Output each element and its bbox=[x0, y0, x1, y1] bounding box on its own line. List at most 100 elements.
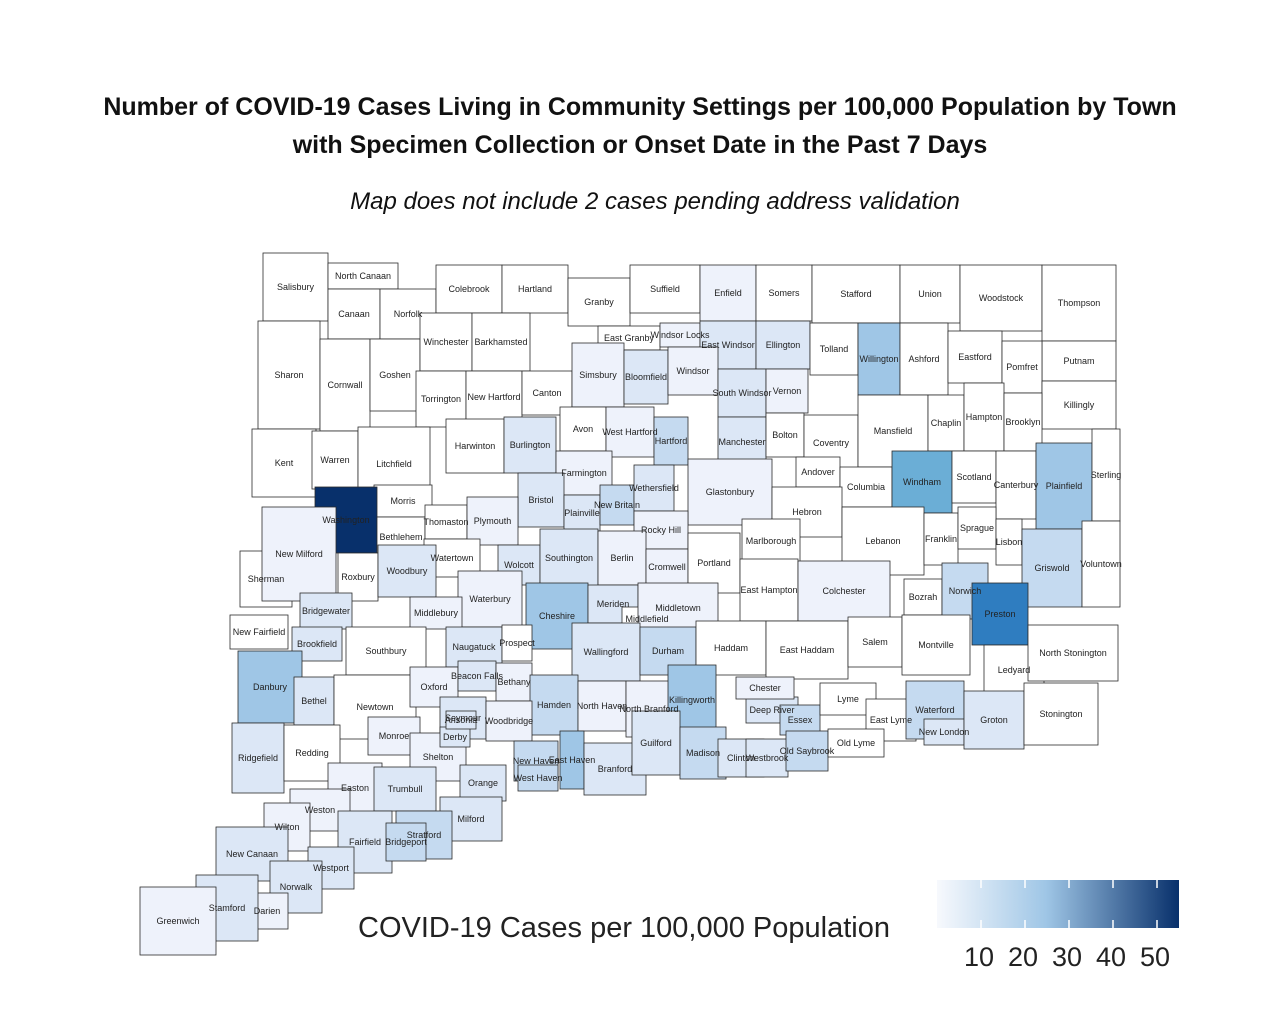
town-label-new-haven: New Haven bbox=[513, 756, 560, 766]
town-ashford bbox=[899, 322, 949, 396]
town-label-new-london: New London bbox=[919, 727, 970, 737]
town-label-branford: Branford bbox=[598, 764, 633, 774]
town-wethersfield bbox=[633, 464, 675, 512]
town-label-westport: Westport bbox=[313, 863, 349, 873]
town-label-simsbury: Simsbury bbox=[579, 370, 617, 380]
town-eastford bbox=[947, 330, 1003, 384]
town-label-roxbury: Roxbury bbox=[341, 572, 375, 582]
town-label-windham: Windham bbox=[903, 477, 941, 487]
town-greenwich bbox=[139, 886, 217, 956]
town-label-plymouth: Plymouth bbox=[474, 516, 512, 526]
town-label-rocky-hill: Rocky Hill bbox=[641, 525, 681, 535]
town-label-durham: Durham bbox=[652, 646, 684, 656]
town-woodstock bbox=[959, 264, 1043, 332]
town-label-southington: Southington bbox=[545, 553, 593, 563]
town-tolland bbox=[809, 322, 859, 376]
town-label-north-canaan: North Canaan bbox=[335, 271, 391, 281]
town-label-middlebury: Middlebury bbox=[414, 608, 459, 618]
town-label-goshen: Goshen bbox=[379, 370, 411, 380]
town-label-haddam: Haddam bbox=[714, 643, 748, 653]
town-label-north-stonington: North Stonington bbox=[1039, 648, 1107, 658]
town-burlington bbox=[503, 416, 557, 474]
town-label-orange: Orange bbox=[468, 778, 498, 788]
town-label-hartford: Hartford bbox=[655, 436, 688, 446]
town-orange bbox=[459, 764, 507, 802]
town-west-haven bbox=[517, 764, 559, 792]
town-east-haven bbox=[559, 730, 585, 790]
town-label-barkhamsted: Barkhamsted bbox=[474, 337, 527, 347]
town-label-farmington: Farmington bbox=[561, 468, 607, 478]
town-plainville bbox=[563, 494, 601, 532]
town-montville bbox=[901, 614, 971, 676]
map-title-line-1: Number of COVID-19 Cases Living in Commu… bbox=[103, 93, 1177, 121]
town-label-sprague: Sprague bbox=[960, 523, 994, 533]
town-waterbury bbox=[457, 570, 523, 628]
town-north-stonington bbox=[1027, 624, 1119, 682]
town-vernon bbox=[765, 368, 809, 414]
town-label-columbia: Columbia bbox=[847, 482, 885, 492]
town-naugatuck bbox=[445, 626, 503, 668]
town-windham bbox=[891, 450, 953, 514]
map-subtitle: Map does not include 2 cases pending add… bbox=[350, 188, 960, 215]
town-enfield bbox=[699, 264, 757, 322]
town-scotland bbox=[951, 450, 997, 504]
town-bridgewater bbox=[299, 592, 353, 630]
town-label-thompson: Thompson bbox=[1058, 298, 1101, 308]
town-woodbury bbox=[377, 544, 437, 598]
town-label-coventry: Coventry bbox=[813, 438, 850, 448]
town-label-voluntown: Voluntown bbox=[1080, 559, 1122, 569]
town-sprague bbox=[957, 506, 997, 550]
town-label-cornwall: Cornwall bbox=[327, 380, 362, 390]
town-label-bridgeport: Bridgeport bbox=[385, 837, 427, 847]
town-label-madison: Madison bbox=[686, 748, 720, 758]
town-winchester bbox=[419, 312, 473, 372]
town-windsor-locks bbox=[659, 322, 701, 348]
town-label-east-lyme: East Lyme bbox=[870, 715, 912, 725]
town-voluntown bbox=[1081, 520, 1121, 608]
legend-tick-label: 20 bbox=[1008, 942, 1039, 972]
town-bethel bbox=[293, 676, 335, 726]
town-label-kent: Kent bbox=[275, 458, 294, 468]
town-harwinton bbox=[445, 418, 505, 474]
town-label-waterbury: Waterbury bbox=[469, 594, 511, 604]
town-label-old-saybrook: Old Saybrook bbox=[780, 746, 835, 756]
town-label-colchester: Colchester bbox=[822, 586, 865, 596]
town-label-torrington: Torrington bbox=[421, 394, 461, 404]
town-granby bbox=[567, 277, 631, 327]
map-title-line-2: with Specimen Collection or Onset Date i… bbox=[292, 131, 988, 159]
town-goshen bbox=[369, 338, 421, 412]
town-label-avon: Avon bbox=[573, 424, 593, 434]
town-label-hebron: Hebron bbox=[792, 507, 822, 517]
town-label-waterford: Waterford bbox=[915, 705, 954, 715]
town-label-new-hartford: New Hartford bbox=[467, 392, 520, 402]
town-barkhamsted bbox=[471, 312, 531, 372]
town-label-new-britain: New Britain bbox=[594, 500, 640, 510]
legend-tick-label: 50 bbox=[1140, 942, 1171, 972]
town-label-new-milford: New Milford bbox=[275, 549, 323, 559]
town-label-stonington: Stonington bbox=[1039, 709, 1082, 719]
town-label-hartland: Hartland bbox=[518, 284, 552, 294]
town-sharon bbox=[257, 320, 321, 430]
town-label-enfield: Enfield bbox=[714, 288, 742, 298]
town-label-bristol: Bristol bbox=[528, 495, 553, 505]
town-label-essex: Essex bbox=[788, 715, 813, 725]
town-label-granby: Granby bbox=[584, 297, 614, 307]
town-plainfield bbox=[1035, 442, 1093, 530]
town-new-fairfield bbox=[229, 614, 289, 650]
town-label-newtown: Newtown bbox=[356, 702, 393, 712]
town-ansonia bbox=[445, 710, 477, 730]
town-westbrook bbox=[745, 738, 789, 778]
town-label-weston: Weston bbox=[305, 805, 335, 815]
town-label-ellington: Ellington bbox=[766, 340, 801, 350]
town-hartland bbox=[501, 264, 569, 314]
town-label-ansonia: Ansonia bbox=[445, 715, 478, 725]
town-label-beacon-falls: Beacon Falls bbox=[451, 671, 504, 681]
town-label-cheshire: Cheshire bbox=[539, 611, 575, 621]
town-putnam bbox=[1041, 340, 1117, 382]
town-guilford bbox=[631, 710, 681, 776]
town-simsbury bbox=[571, 342, 625, 408]
town-label-scotland: Scotland bbox=[956, 472, 991, 482]
town-label-putnam: Putnam bbox=[1063, 356, 1094, 366]
legend-tick-label: 30 bbox=[1052, 942, 1083, 972]
town-label-trumbull: Trumbull bbox=[388, 784, 423, 794]
